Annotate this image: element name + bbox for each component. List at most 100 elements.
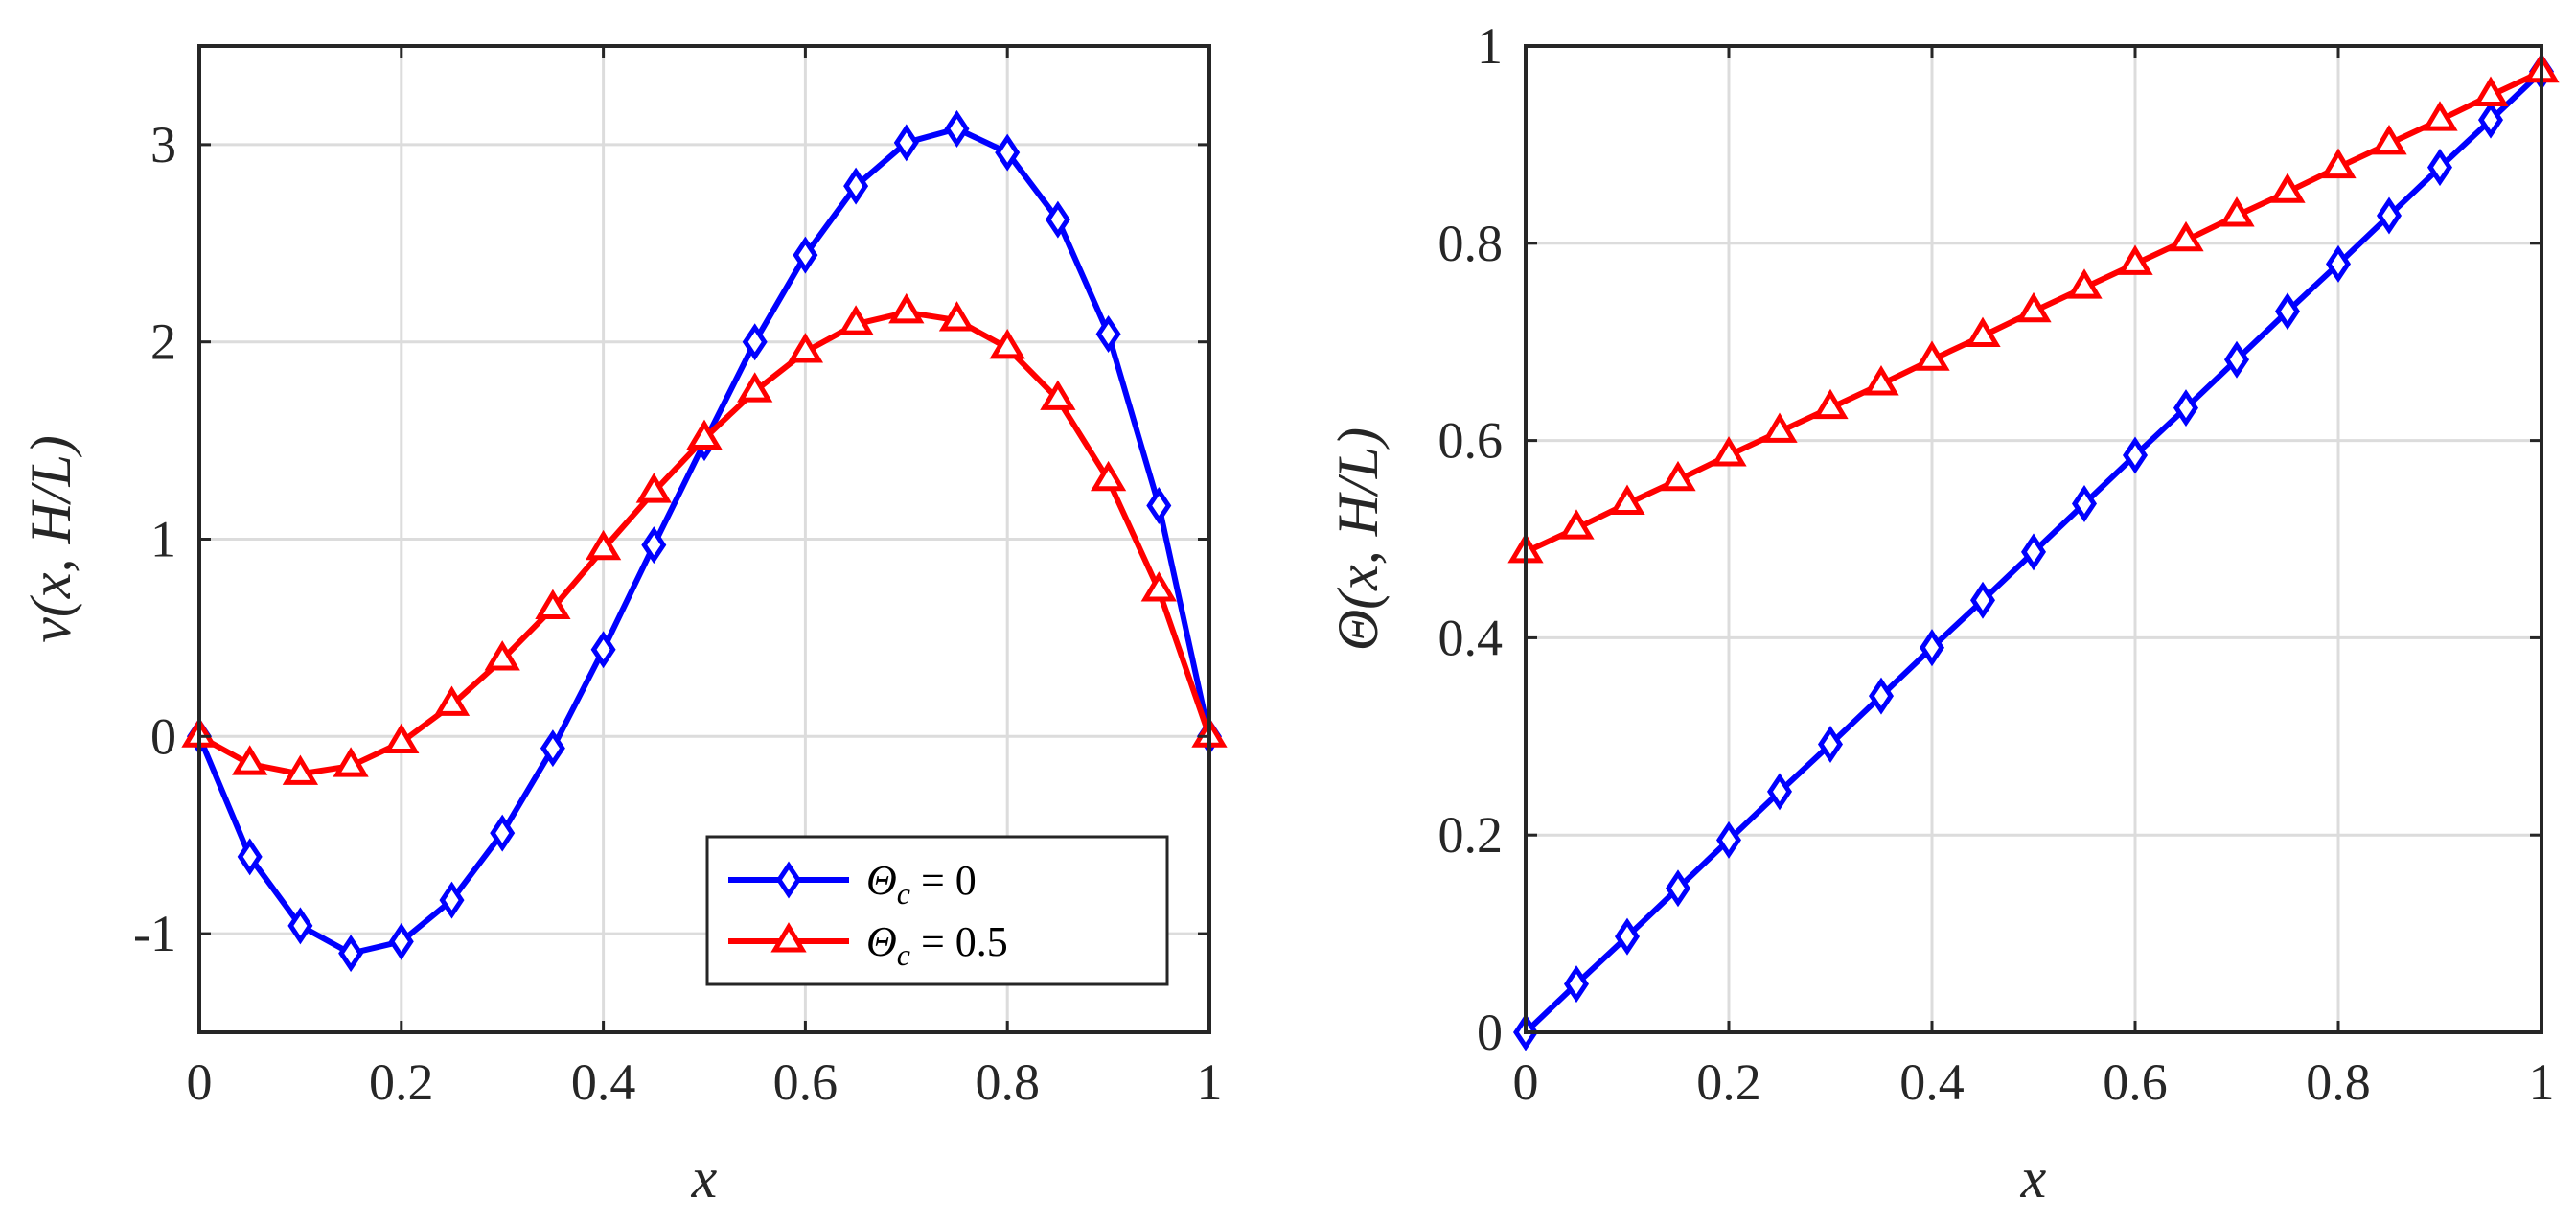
left-xtick-label: 0.2: [369, 1053, 434, 1111]
legend-label-0: Θc = 0: [866, 857, 977, 911]
right-data-point: [2219, 196, 2255, 227]
left-data-point: [388, 922, 414, 960]
left-data-point: [1045, 200, 1070, 239]
legend: Θc = 0 Θc = 0.5: [705, 835, 1169, 986]
right-data-point: [2173, 389, 2199, 427]
left-xtick-label: 0.6: [773, 1053, 839, 1111]
right-xtick-label: 0: [1513, 1053, 1539, 1111]
legend-entry-0: Θc = 0: [728, 857, 977, 911]
legend-entry-1: Θc = 0.5: [728, 918, 1008, 972]
left-data-point: [1040, 380, 1076, 410]
left-xtick-label: 0.8: [975, 1053, 1040, 1111]
left-data-point: [1140, 571, 1177, 602]
left-data-point: [535, 589, 571, 620]
right-series-0: [1512, 53, 2555, 1051]
right-data-point: [1711, 436, 1747, 467]
right-data-point: [2320, 148, 2357, 179]
right-data-point: [2066, 268, 2103, 299]
left-data-point: [686, 419, 723, 450]
right-data-point: [1715, 820, 1742, 859]
right-ytick-label: 0.6: [1438, 412, 1504, 470]
right-data-point: [2274, 292, 2301, 331]
right-data-point: [2371, 124, 2407, 155]
right-data-point: [2020, 533, 2047, 571]
left-data-point: [888, 292, 925, 324]
left-data-point: [333, 747, 369, 777]
legend-box: [705, 835, 1169, 986]
left-data-point: [490, 814, 516, 852]
right-xlabel: x: [2020, 1146, 2047, 1210]
left-data-point: [838, 305, 874, 335]
left-data-point: [635, 473, 672, 503]
right-plot: 0 0.2 0.4 0.6 0.8 1 0 0.2 0.4 0.6 0.8 1 x Θ(x, H/L): [1326, 17, 2560, 1210]
right-data-point: [2015, 291, 2052, 323]
right-series-1: [1507, 52, 2560, 564]
right-data-point: [1761, 412, 1798, 443]
left-ytick-label: 0: [150, 707, 176, 765]
left-data-point: [1146, 487, 1172, 525]
right-xtick-label: 1: [2529, 1053, 2555, 1111]
right-data-point: [1969, 581, 1996, 619]
left-xtick-label: 0: [187, 1053, 213, 1111]
right-data-point: [1614, 917, 1641, 956]
right-data-point: [2472, 76, 2509, 106]
left-data-point: [383, 723, 420, 753]
right-data-point: [2168, 220, 2204, 252]
right-xtick-label: 0.4: [1899, 1053, 1965, 1111]
legend-label-value: = 0.5: [910, 918, 1008, 965]
left-data-point: [484, 640, 520, 671]
right-grid: [1526, 46, 2542, 1032]
right-data-point: [2376, 196, 2403, 235]
right-data-point: [2477, 101, 2504, 139]
left-xtick-label: 1: [1197, 1053, 1223, 1111]
right-ytick-label: 1: [1477, 17, 1503, 75]
right-ytick-label: 0.2: [1438, 806, 1504, 864]
left-grid: [199, 46, 1209, 1032]
left-data-point: [590, 631, 616, 669]
right-data-point: [1609, 484, 1645, 515]
right-ytick-label: 0.8: [1438, 215, 1504, 272]
legend-label-value: = 0: [910, 857, 977, 904]
right-data-point: [1817, 726, 1844, 764]
right-data-point: [2325, 244, 2352, 283]
left-data-point: [742, 323, 768, 361]
left-data-point: [282, 754, 319, 785]
left-data-point: [944, 109, 970, 148]
left-data-point: [843, 167, 869, 205]
left-data-point: [737, 372, 773, 403]
right-data-point: [2422, 101, 2458, 131]
left-data-point: [989, 328, 1025, 359]
left-data-point: [232, 745, 268, 775]
left-ylabel: v(x, H/L): [19, 435, 82, 643]
left-ytick-label: 3: [150, 116, 176, 173]
right-ylabel: Θ(x, H/L): [1326, 427, 1390, 651]
right-axes-box: [1524, 44, 2543, 1034]
right-ytick-label: 0.4: [1438, 609, 1504, 666]
right-xtick-label: 0.8: [2306, 1053, 2371, 1111]
left-data-point: [338, 935, 364, 973]
right-data-point: [1558, 509, 1595, 540]
right-data-point: [1660, 460, 1696, 492]
left-ytick-label: 2: [150, 313, 176, 371]
left-data-point: [641, 526, 667, 565]
left-xtick-label: 0.4: [571, 1053, 636, 1111]
legend-label-1: Θc = 0.5: [866, 918, 1008, 972]
left-data-point: [439, 881, 465, 919]
left-data-point: [787, 333, 824, 363]
right-data-point: [1965, 316, 2001, 348]
right-data-point: [1812, 388, 1849, 420]
right-data-point: [1863, 365, 1899, 396]
right-data-point: [2122, 436, 2149, 474]
left-xlabel: x: [691, 1146, 718, 1210]
legend-label-sub: c: [897, 876, 910, 911]
right-data-point: [1868, 677, 1895, 715]
right-data-point: [1914, 340, 1950, 371]
right-data-point: [2426, 149, 2453, 187]
right-data-point: [1919, 629, 1945, 667]
right-ytick-label: 0: [1477, 1004, 1503, 1061]
left-data-point: [1095, 314, 1121, 353]
left-data-point: [433, 685, 471, 716]
right-xtick-label: 0.2: [1696, 1053, 1761, 1111]
